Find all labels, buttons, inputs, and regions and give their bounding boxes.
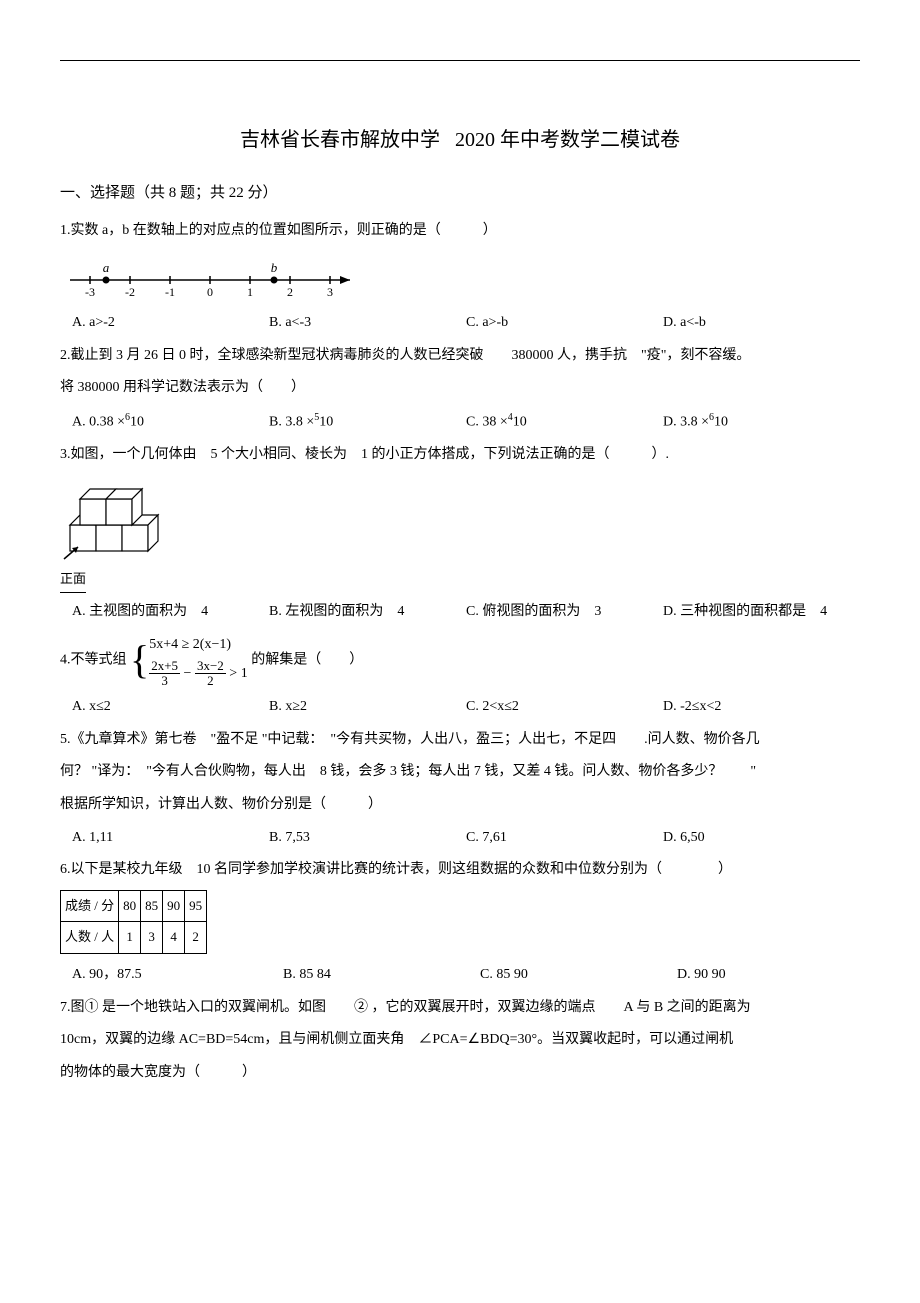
svg-text:3: 3: [327, 285, 333, 299]
table-cell: 1: [119, 922, 141, 954]
q4-inequality-system: { 5x+4 ≥ 2(x−1) 2x+53 − 3x−22 > 1: [130, 632, 248, 688]
svg-text:-1: -1: [165, 285, 175, 299]
svg-text:1: 1: [247, 285, 253, 299]
svg-text:0: 0: [207, 285, 213, 299]
q2-text1: 2.截止到 3 月 26 日 0 时，全球感染新型冠状病毒肺炎的人数已经突破 3…: [60, 343, 860, 370]
table-cell: 2: [185, 922, 207, 954]
svg-text:a: a: [103, 260, 110, 275]
q5-text3: 根据所学知识，计算出人数、物价分别是（ ）: [60, 792, 860, 819]
question-5: 5.《九章算术》第七卷 "盈不足 "中记载： "今有共买物，人出八，盈三；人出七…: [60, 727, 860, 851]
table-cell: 95: [185, 890, 207, 922]
table-cell: 80: [119, 890, 141, 922]
q1-options: A. a>-2 B. a<-3 C. a>-b D. a<-b: [60, 310, 860, 337]
q1-option-c: C. a>-b: [466, 310, 663, 337]
q6-options: A. 90，87.5 B. 85 84 C. 85 90 D. 90 90: [60, 962, 860, 989]
cube-figure: [60, 475, 170, 565]
top-rule: [60, 60, 860, 61]
q6-table: 成绩 / 分 80 85 90 95 人数 / 人 1 3 4 2: [60, 890, 207, 954]
number-line-figure: -3 -2 -1 0 1 2 3 a b: [60, 250, 370, 300]
q1-option-d: D. a<-b: [663, 310, 860, 337]
section-1-header: 一、选择题（共 8 题；共 22 分）: [60, 179, 860, 208]
q5-options: A. 1,11 B. 7,53 C. 7,61 D. 6,50: [60, 825, 860, 852]
table-cell: 85: [141, 890, 163, 922]
q1-option-b: B. a<-3: [269, 310, 466, 337]
table-row: 人数 / 人 1 3 4 2: [61, 922, 207, 954]
q3-option-c: C. 俯视图的面积为 3: [466, 599, 663, 626]
q3-option-b: B. 左视图的面积为 4: [269, 599, 466, 626]
q2-options: A. 0.38 ×610 B. 3.8 ×510 C. 38 ×410 D. 3…: [60, 408, 860, 436]
q6-option-a: A. 90，87.5: [72, 962, 269, 989]
title-suffix: 2020 年中考数学二模试卷: [455, 129, 680, 151]
svg-text:b: b: [271, 260, 278, 275]
q2-option-d: D. 3.8 ×610: [663, 408, 860, 436]
q4-option-b: B. x≥2: [269, 694, 466, 721]
q6-text: 6.以下是某校九年级 10 名同学参加学校演讲比赛的统计表，则这组数据的众数和中…: [60, 857, 860, 884]
q1-option-a: A. a>-2: [72, 310, 269, 337]
q4-option-d: D. -2≤x<2: [663, 694, 860, 721]
q4-prefix: 4.不等式组: [60, 652, 130, 667]
q7-text3: 的物体的最大宽度为（ ）: [60, 1060, 860, 1087]
q1-text: 1.实数 a，b 在数轴上的对应点的位置如图所示，则正确的是（ ）: [60, 218, 860, 245]
q3-option-a: A. 主视图的面积为 4: [72, 599, 269, 626]
q2-option-a: A. 0.38 ×610: [72, 408, 269, 436]
q5-option-b: B. 7,53: [269, 825, 466, 852]
q5-option-a: A. 1,11: [72, 825, 269, 852]
q5-text2: 何？ "译为： "今有人合伙购物，每人出 8 钱，会多 3 钱；每人出 7 钱，…: [60, 759, 860, 786]
svg-text:2: 2: [287, 285, 293, 299]
q5-option-c: C. 7,61: [466, 825, 663, 852]
table-cell: 4: [163, 922, 185, 954]
q6-option-b: B. 85 84: [269, 962, 466, 989]
q4-text: 4.不等式组 { 5x+4 ≥ 2(x−1) 2x+53 − 3x−22 > 1…: [60, 632, 860, 688]
q5-text1: 5.《九章算术》第七卷 "盈不足 "中记载： "今有共买物，人出八，盈三；人出七…: [60, 727, 860, 754]
q5-option-d: D. 6,50: [663, 825, 860, 852]
q3-figure-label: 正面: [60, 567, 86, 594]
q3-text: 3.如图，一个几何体由 5 个大小相同、棱长为 1 的小正方体搭成，下列说法正确…: [60, 442, 860, 469]
q3-options: A. 主视图的面积为 4 B. 左视图的面积为 4 C. 俯视图的面积为 3 D…: [60, 599, 860, 626]
q7-text1: 7.图① 是一个地铁站入口的双翼闸机。如图 ② ，它的双翼展开时，双翼边缘的端点…: [60, 995, 860, 1022]
svg-text:-2: -2: [125, 285, 135, 299]
q4-option-a: A. x≤2: [72, 694, 269, 721]
table-cell: 90: [163, 890, 185, 922]
q2-option-b: B. 3.8 ×510: [269, 408, 466, 436]
q4-suffix: 的解集是（ ）: [251, 652, 363, 667]
svg-text:-3: -3: [85, 285, 95, 299]
q6-option-d: D. 90 90: [663, 962, 860, 989]
table-cell: 3: [141, 922, 163, 954]
q4-row1: 5x+4 ≥ 2(x−1): [149, 632, 231, 659]
q2-option-c: C. 38 ×410: [466, 408, 663, 436]
question-7: 7.图① 是一个地铁站入口的双翼闸机。如图 ② ，它的双翼展开时，双翼边缘的端点…: [60, 995, 860, 1087]
q4-row2: 2x+53 − 3x−22 > 1: [149, 659, 248, 689]
question-1: 1.实数 a，b 在数轴上的对应点的位置如图所示，则正确的是（ ） -3 -2 -1…: [60, 218, 860, 337]
table-cell: 成绩 / 分: [61, 890, 119, 922]
table-row: 成绩 / 分 80 85 90 95: [61, 890, 207, 922]
q2-text2: 将 380000 用科学记数法表示为（ ）: [60, 375, 860, 402]
question-3: 3.如图，一个几何体由 5 个大小相同、棱长为 1 的小正方体搭成，下列说法正确…: [60, 442, 860, 626]
q4-option-c: C. 2<x≤2: [466, 694, 663, 721]
q6-option-c: C. 85 90: [466, 962, 663, 989]
brace-icon: {: [130, 640, 149, 680]
q7-text2: 10cm，双翼的边缘 AC=BD=54cm，且与闸机侧立面夹角 ∠PCA=∠BD…: [60, 1027, 860, 1054]
table-cell: 人数 / 人: [61, 922, 119, 954]
document-title: 吉林省长春市解放中学 2020 年中考数学二模试卷: [60, 121, 860, 159]
q3-option-d: D. 三种视图的面积都是 4: [663, 599, 860, 626]
question-4: 4.不等式组 { 5x+4 ≥ 2(x−1) 2x+53 − 3x−22 > 1…: [60, 632, 860, 721]
q4-options: A. x≤2 B. x≥2 C. 2<x≤2 D. -2≤x<2: [60, 694, 860, 721]
question-6: 6.以下是某校九年级 10 名同学参加学校演讲比赛的统计表，则这组数据的众数和中…: [60, 857, 860, 989]
question-2: 2.截止到 3 月 26 日 0 时，全球感染新型冠状病毒肺炎的人数已经突破 3…: [60, 343, 860, 436]
title-prefix: 吉林省长春市解放中学: [240, 129, 440, 151]
